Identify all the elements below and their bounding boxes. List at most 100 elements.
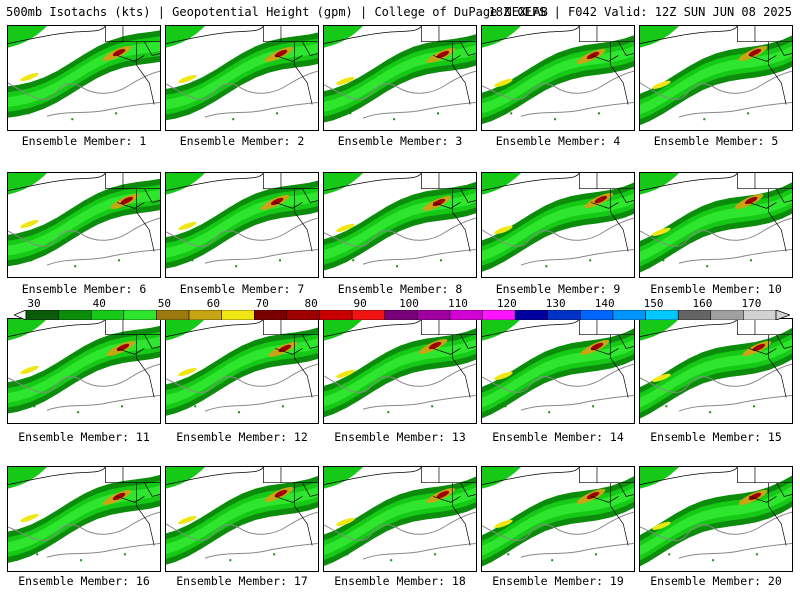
jet-band-inner xyxy=(324,45,476,112)
ensemble-member-map xyxy=(323,466,477,572)
jet-secondary-core xyxy=(178,515,197,525)
wind-region-northwest xyxy=(166,319,205,341)
member-caption: Ensemble Member: 1 xyxy=(21,134,147,148)
page-header: 500mb Isotachs (kts) | Geopotential Heig… xyxy=(6,4,794,20)
wind-speck xyxy=(74,265,77,268)
colorbar-tick-label: 140 xyxy=(594,297,615,310)
colorbar-swatch xyxy=(514,310,548,320)
jet-secondary-core xyxy=(20,513,39,523)
colorbar-swatch xyxy=(351,310,385,320)
wind-speck xyxy=(276,112,279,115)
height-contour xyxy=(166,511,318,541)
wind-speck xyxy=(597,112,600,115)
height-contour xyxy=(482,511,634,541)
height-contour-south xyxy=(204,395,318,412)
member-caption: Ensemble Member: 6 xyxy=(21,282,147,296)
model-run-info: 18Z GEFS | F042 Valid: 12Z SUN JUN 08 20… xyxy=(488,5,792,19)
political-borders xyxy=(421,319,476,398)
colorbar-swatch xyxy=(221,310,255,320)
isotach-map xyxy=(640,26,792,126)
colorbar-swatch xyxy=(286,310,320,320)
height-contour xyxy=(8,217,160,247)
colorbar-tick-label: 120 xyxy=(496,297,517,310)
colorbar-swatch xyxy=(58,310,92,320)
wind-speck xyxy=(390,559,393,562)
ensemble-member-map xyxy=(7,172,161,278)
political-borders xyxy=(105,26,160,105)
coastline xyxy=(8,26,106,45)
wind-region-northwest xyxy=(324,173,363,195)
height-contour-south xyxy=(362,543,476,560)
political-borders xyxy=(737,467,792,546)
coastline xyxy=(324,26,422,45)
wind-speck xyxy=(115,112,118,115)
colorbar-tick-label: 60 xyxy=(206,297,220,310)
political-borders xyxy=(579,319,634,398)
isotach-map xyxy=(166,319,318,416)
jet-core-red xyxy=(436,490,450,499)
political-borders xyxy=(421,467,476,546)
coastline xyxy=(640,173,738,192)
coastline xyxy=(482,319,580,338)
political-borders xyxy=(579,467,634,546)
ensemble-member-map xyxy=(481,25,635,131)
ensemble-member-map xyxy=(7,318,161,424)
colorbar-tick-label: 90 xyxy=(353,297,367,310)
wind-speck xyxy=(352,259,355,262)
political-borders xyxy=(737,26,792,105)
colorbar-tick-label: 130 xyxy=(545,297,566,310)
height-contour xyxy=(166,70,318,100)
coastline xyxy=(8,319,106,338)
wind-speck xyxy=(80,559,83,562)
wind-region-northwest xyxy=(166,173,205,195)
height-contour-south xyxy=(362,102,476,119)
jet-core-red xyxy=(112,492,126,501)
wind-speck xyxy=(709,411,712,414)
wind-speck xyxy=(551,559,554,562)
jet-secondary-core xyxy=(336,223,355,233)
jet-core-red xyxy=(748,492,762,501)
height-contour-south xyxy=(678,395,792,412)
political-borders xyxy=(105,173,160,252)
jet-secondary-core xyxy=(178,74,197,84)
colorbar-swatch xyxy=(254,310,288,320)
wind-speck xyxy=(662,259,665,262)
ensemble-member-map xyxy=(165,466,319,572)
wind-speck xyxy=(747,112,750,115)
wind-speck xyxy=(238,411,241,414)
height-contour xyxy=(166,217,318,247)
jet-core-red xyxy=(586,51,600,60)
wind-speck xyxy=(431,405,434,408)
coastline xyxy=(166,319,264,338)
wind-speck xyxy=(589,259,592,262)
height-contour xyxy=(640,70,792,100)
political-borders xyxy=(737,173,792,252)
jet-secondary-core xyxy=(652,521,671,530)
isotach-colorbar: 30 40 50 60 70 80 90 100 110 120 130 140 150 160 170 xyxy=(14,298,790,320)
wind-speck xyxy=(595,553,597,556)
wind-speck xyxy=(121,405,123,408)
member-caption: Ensemble Member: 13 xyxy=(334,430,466,444)
wind-speck xyxy=(30,259,33,262)
wind-speck xyxy=(36,553,39,556)
jet-core-red xyxy=(120,196,134,205)
height-contour xyxy=(8,70,160,100)
jet-core-red xyxy=(428,341,442,350)
ensemble-member-map xyxy=(639,466,793,572)
colorbar-swatch xyxy=(417,310,451,320)
jet-core-red xyxy=(586,491,600,500)
wind-region-northwest xyxy=(324,319,363,341)
jet-core-red xyxy=(744,196,758,205)
jet-secondary-core xyxy=(20,72,39,82)
wind-speck xyxy=(123,553,126,556)
ensemble-member-map xyxy=(165,172,319,278)
wind-speck xyxy=(501,259,504,262)
colorbar-swatches xyxy=(14,310,790,320)
member-caption: Ensemble Member: 17 xyxy=(176,574,308,588)
jet-band-inner xyxy=(8,485,160,553)
member-caption: Ensemble Member: 8 xyxy=(337,282,463,296)
coastline xyxy=(482,26,580,45)
isotach-map xyxy=(640,467,792,567)
colorbar-swatch xyxy=(482,310,516,320)
political-borders xyxy=(263,26,318,105)
